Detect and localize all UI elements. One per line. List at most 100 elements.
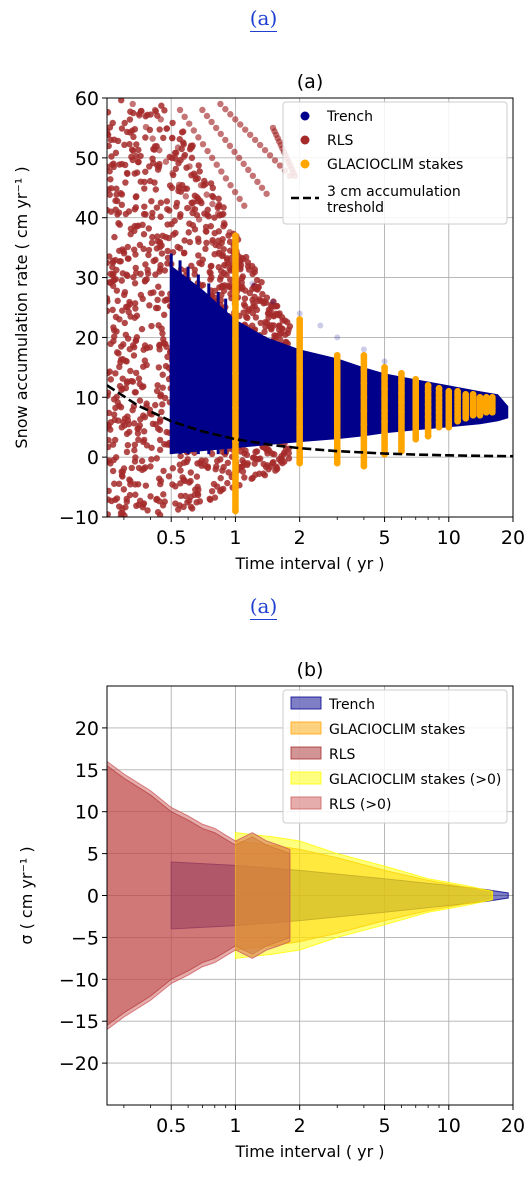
rls-point: [184, 204, 191, 212]
rls-streak-point: [217, 130, 224, 138]
rls-point: [115, 220, 122, 227]
rls-point: [181, 249, 188, 257]
rls-point: [220, 246, 227, 253]
rls-point: [127, 477, 134, 485]
rls-point: [260, 460, 267, 468]
rls-point: [156, 498, 163, 505]
rls-point: [255, 297, 262, 305]
rls-point: [164, 260, 171, 267]
rls-streak-point: [217, 100, 224, 108]
rls-point: [166, 207, 173, 214]
panel-a-xtick-label: 2: [294, 527, 306, 549]
rls-point: [156, 446, 164, 454]
rls-point: [151, 179, 158, 186]
rls-point: [132, 251, 139, 258]
rls-point: [150, 159, 157, 167]
legend-entry-glacioclim-stakes-label: GLACIOCLIM stakes: [327, 157, 463, 173]
rls-point: [274, 311, 281, 318]
rls-point: [186, 497, 193, 504]
rls-point: [251, 282, 258, 289]
rls-point: [132, 264, 139, 272]
rls-point: [142, 261, 149, 268]
trench-outlier-point: [270, 298, 277, 305]
rls-point: [156, 511, 164, 517]
rls-streak-point: [189, 204, 196, 212]
panel-b-ytick-label: −10: [59, 969, 99, 991]
rls-point: [220, 269, 228, 277]
rls-point: [196, 168, 203, 175]
rls-point: [176, 135, 183, 143]
rls-point: [143, 442, 151, 449]
rls-point: [180, 503, 187, 511]
legend-entry-rls-swatch: [290, 746, 322, 760]
rls-point: [148, 456, 155, 463]
rls-point: [159, 384, 166, 391]
legend-entry-glacioclim-stakes-swatch: [300, 159, 310, 169]
rls-point: [112, 454, 120, 461]
rls-point: [148, 213, 156, 221]
rls-point: [268, 450, 276, 457]
rls-point: [217, 474, 224, 482]
rls-point: [169, 119, 176, 127]
rls-point: [248, 475, 255, 482]
rls-streak-point: [203, 112, 211, 120]
rls-point: [107, 409, 113, 417]
rls-point: [124, 335, 132, 342]
rls-point: [249, 270, 256, 278]
rls-point: [210, 480, 218, 488]
rls-point: [242, 313, 250, 321]
panel-b-ylabel: σ ( cm yr⁻¹ ): [17, 846, 36, 944]
rls-streak-point: [199, 106, 206, 114]
rls-point: [243, 451, 251, 459]
legend-entry-rls-label: RLS: [327, 133, 354, 149]
rls-point: [111, 233, 118, 241]
rls-streak-point: [142, 123, 150, 131]
rls-streak-point: [215, 250, 223, 258]
legend-entry-trench-swatch: [300, 111, 310, 121]
rls-point: [160, 134, 167, 142]
rls-point: [208, 487, 216, 495]
rls-point: [132, 305, 139, 312]
rls-point: [177, 452, 184, 460]
rls-point: [215, 242, 223, 250]
rls-point: [186, 238, 194, 246]
rls-point: [107, 191, 113, 198]
rls-point: [112, 496, 119, 504]
rls-point: [116, 363, 123, 371]
panel-b-ytick-label: −20: [59, 1053, 99, 1075]
rls-streak-point: [192, 172, 199, 180]
rls-point: [107, 426, 114, 433]
rls-point: [193, 473, 201, 480]
rls-point: [161, 107, 168, 114]
rls-point: [134, 481, 142, 488]
rls-point: [141, 185, 148, 192]
rls-streak-point: [174, 144, 182, 151]
rls-point: [148, 444, 155, 451]
rls-point: [191, 192, 199, 199]
panel-a-ytick-label: 30: [75, 268, 99, 290]
legend-entry-rls-0--swatch: [290, 796, 322, 810]
band-rls-0-: [107, 760, 291, 1031]
rls-point: [119, 473, 126, 480]
rls-point: [181, 237, 188, 244]
rls-point: [159, 401, 166, 408]
rls-point: [107, 436, 112, 444]
rls-point: [171, 217, 178, 224]
rls-point: [160, 467, 167, 475]
trench-outlier-point: [296, 310, 303, 317]
rls-point: [163, 296, 170, 303]
rls-streak-point: [169, 134, 176, 142]
rls-point: [121, 512, 128, 517]
rls-point: [127, 230, 134, 238]
panel-b-ytick-label: 0: [87, 886, 99, 908]
rls-point: [188, 154, 196, 162]
rls-point: [160, 311, 168, 319]
rls-point: [267, 307, 274, 314]
rls-point: [240, 301, 248, 308]
rls-point: [126, 140, 133, 148]
panel-b-xtick-label: 1: [229, 1115, 241, 1137]
rls-point: [138, 325, 146, 333]
rls-point: [124, 441, 132, 449]
rls-streak-point: [180, 153, 187, 161]
legend-entry-3-cm-accumulation-treshold-label-line2: treshold: [327, 200, 384, 216]
